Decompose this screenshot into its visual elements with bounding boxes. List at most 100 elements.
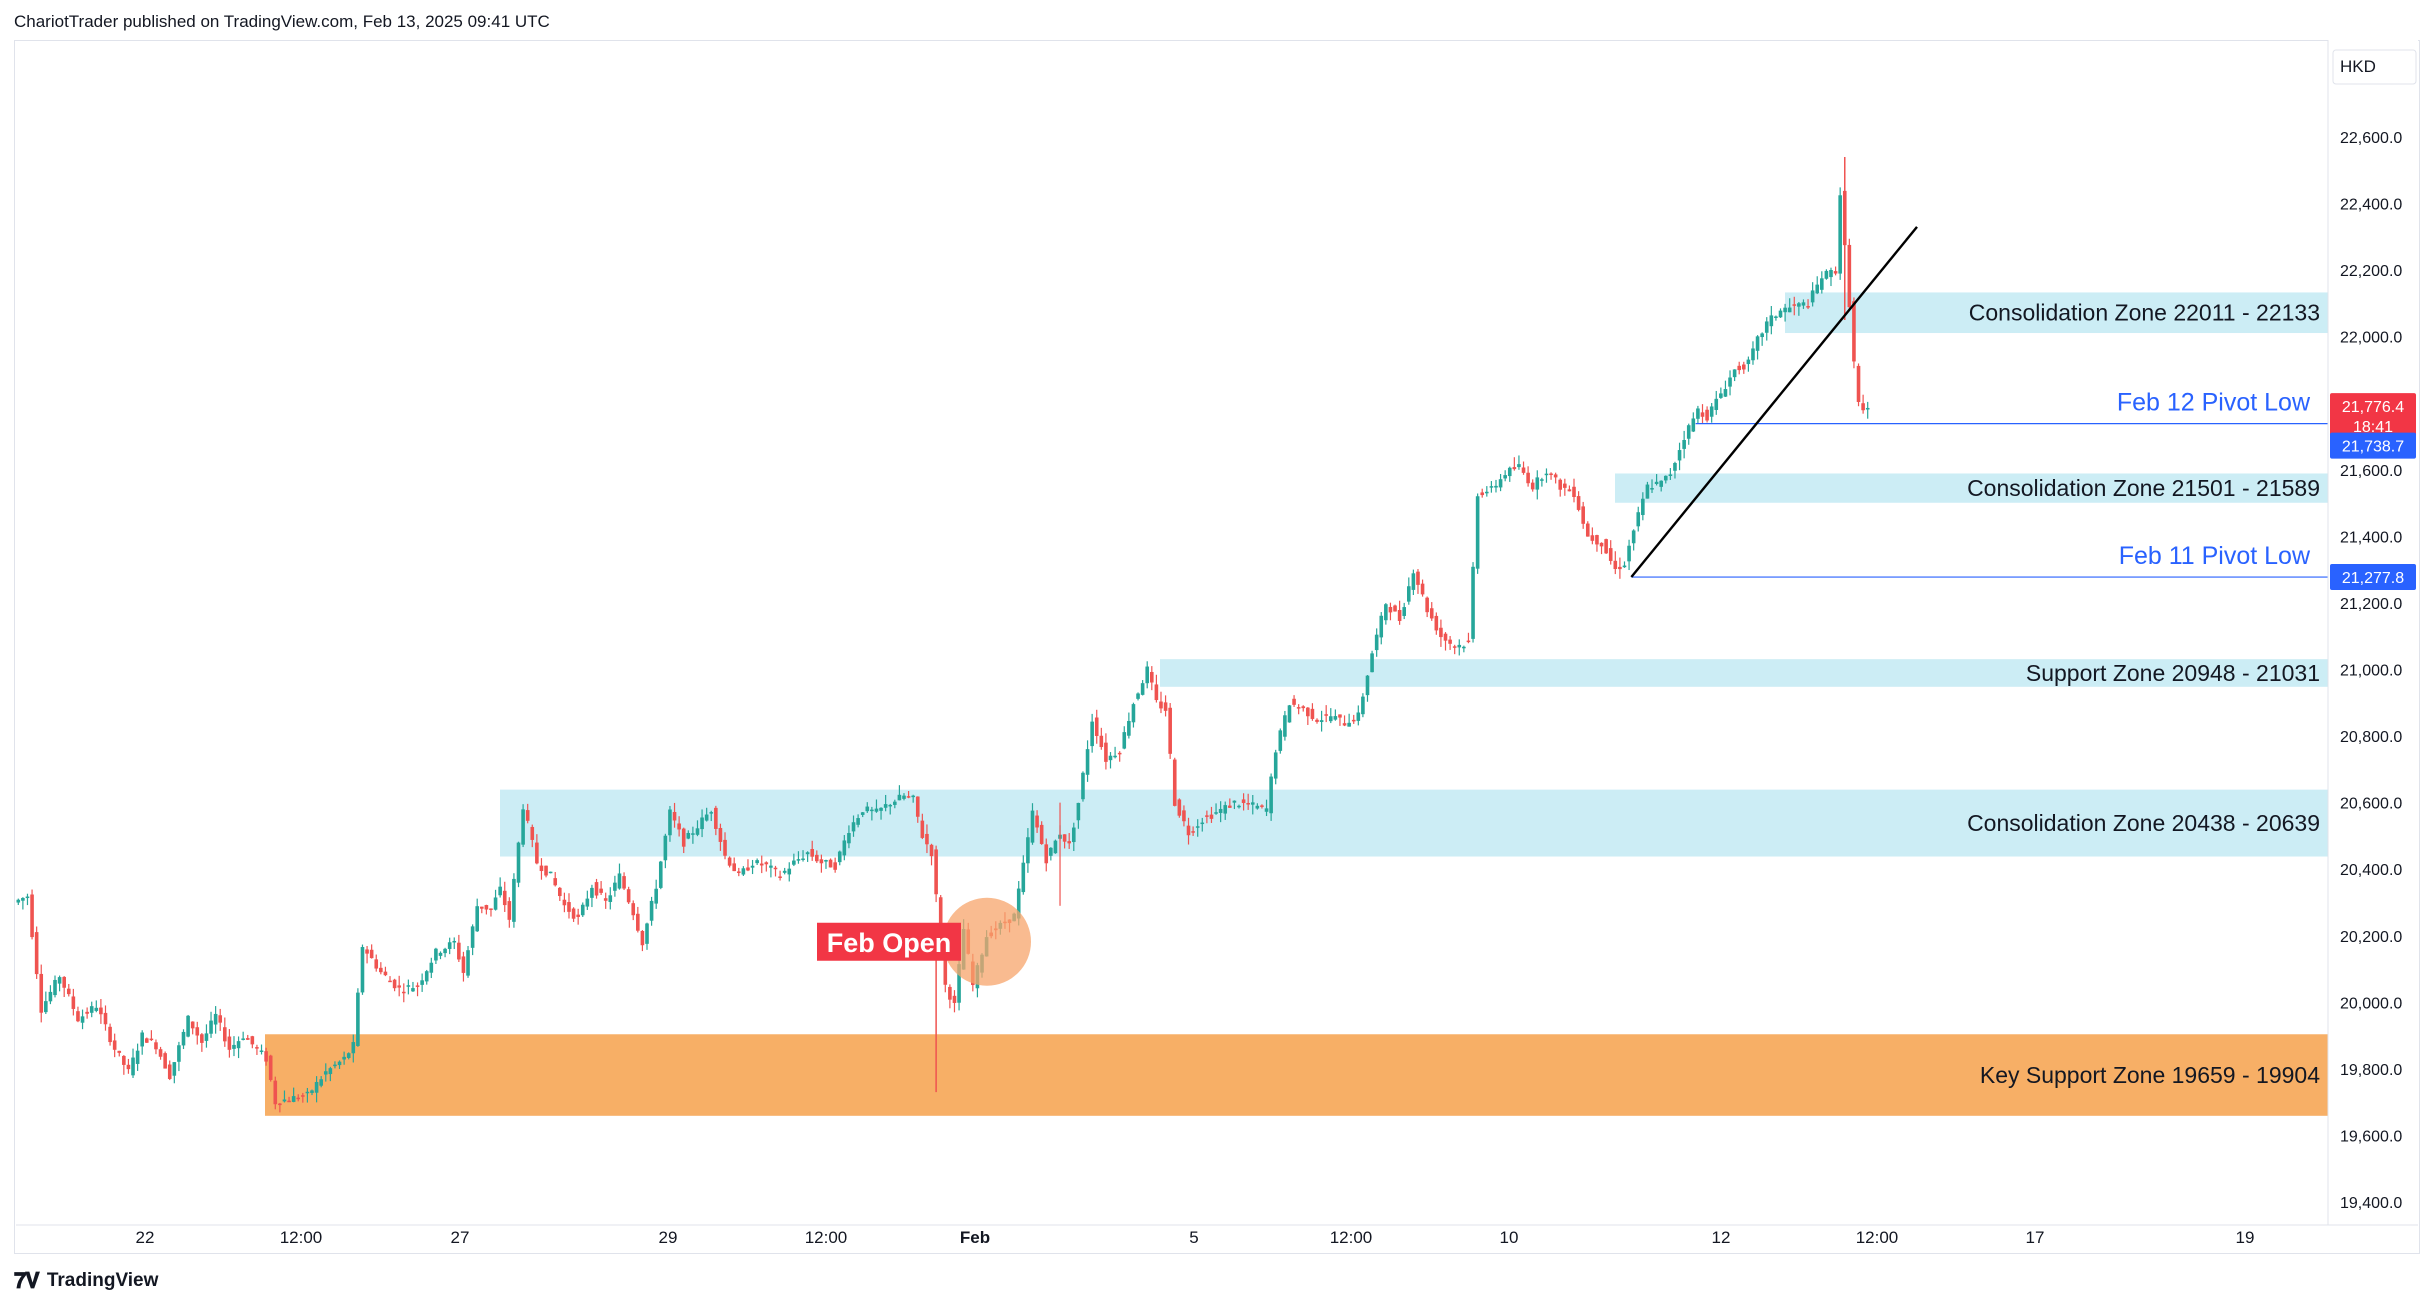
candle-body (1214, 812, 1218, 814)
candle-body (1457, 644, 1462, 648)
candle-body (736, 871, 741, 873)
candle-body (1228, 805, 1232, 808)
candle-body (1016, 888, 1021, 919)
x-tick-label: Feb (960, 1228, 990, 1247)
candle-body (1150, 671, 1154, 683)
candle-body (1117, 752, 1122, 755)
candle-body (897, 794, 902, 801)
x-tick-label: 29 (659, 1228, 678, 1247)
candle-body (1163, 702, 1168, 711)
candle-body (1760, 333, 1764, 338)
candle-body (952, 995, 957, 1003)
currency-button[interactable] (2332, 49, 2417, 85)
candle-body (1801, 302, 1806, 306)
candle-body (1599, 542, 1604, 547)
y-tick-label: 22,000.0 (2340, 330, 2402, 347)
candle-body (245, 1038, 250, 1040)
candle-body (1751, 348, 1755, 361)
candle-body (475, 906, 480, 932)
candle-body (1572, 486, 1576, 498)
candle-body (1223, 805, 1228, 814)
pivot-label-0: Feb 12 Pivot Low (2117, 389, 2311, 417)
candle-body (778, 876, 782, 878)
candle-body (1191, 831, 1195, 833)
candle-body (1310, 708, 1315, 719)
candle-body (1443, 633, 1448, 641)
candle-body (1255, 805, 1260, 809)
candle-body (1108, 755, 1113, 761)
candle-body (1122, 732, 1127, 749)
candle-body (1512, 467, 1517, 470)
candle-body (1053, 840, 1058, 854)
candle-body (1384, 604, 1388, 621)
candle-body (1806, 306, 1810, 308)
candle-body (658, 861, 663, 888)
candle-body (714, 807, 718, 829)
candle-body (241, 1038, 245, 1040)
candle-body (1755, 336, 1760, 351)
candle-body (938, 897, 943, 944)
candle-body (181, 1031, 186, 1046)
candle-body (1498, 479, 1503, 488)
candle-body (323, 1071, 328, 1075)
candle-body (1420, 583, 1425, 595)
candle-body (1205, 815, 1209, 817)
candle-body (360, 947, 365, 993)
candle-body (80, 1016, 85, 1023)
candle-body (525, 810, 530, 821)
candle-body (1260, 805, 1264, 807)
candle-body (1462, 646, 1466, 649)
candle-body (1246, 803, 1250, 805)
candle-body (392, 979, 397, 989)
candle-body (1140, 683, 1145, 695)
candle-body (1723, 389, 1728, 397)
candle-body (76, 1011, 80, 1022)
candle-body (1218, 808, 1223, 813)
candle-body (1820, 278, 1824, 290)
candle-body (782, 870, 787, 873)
x-tick-label: 12:00 (805, 1228, 848, 1247)
tradingview-brand[interactable]: 𝟕𝐕 TradingView (14, 1268, 158, 1294)
candle-body (507, 901, 512, 920)
candle-body (154, 1042, 158, 1050)
candle-body (264, 1051, 268, 1062)
candle-body (1067, 841, 1072, 844)
candle-body (1425, 597, 1429, 613)
candle-body (1094, 717, 1099, 736)
candle-body (273, 1080, 278, 1105)
candle-body (301, 1095, 305, 1097)
candle-body (1021, 862, 1026, 893)
candle-body (204, 1033, 209, 1041)
x-tick-label: 10 (1500, 1228, 1519, 1247)
candle-body (140, 1032, 145, 1047)
candle-body (580, 904, 585, 916)
x-tick-label: 22 (136, 1228, 155, 1247)
candle-body (356, 992, 360, 1046)
candle-body (1347, 722, 1351, 727)
candle-body (957, 964, 961, 1003)
candle-body (668, 809, 672, 836)
candle-body (1296, 707, 1301, 709)
candle-body (746, 867, 750, 871)
candle-body (512, 878, 516, 922)
candle-body (1517, 464, 1521, 468)
candle-body (700, 817, 704, 830)
candle-body (351, 1042, 356, 1054)
last-price-value: 21,776.4 (2342, 399, 2404, 416)
candle-body (1673, 462, 1677, 471)
chart-frame (14, 40, 2420, 1254)
candle-body (1319, 720, 1324, 722)
candle-body (379, 967, 383, 973)
candle-body (860, 812, 865, 815)
candle-body (333, 1064, 337, 1067)
candle-body (1608, 548, 1613, 561)
candle-body (1182, 810, 1186, 822)
candle-body (1351, 719, 1356, 722)
candle-body (1659, 480, 1663, 487)
candle-body (1195, 826, 1200, 828)
candle-body (750, 865, 755, 868)
candle-body (108, 1026, 112, 1043)
candle-body (397, 985, 401, 988)
candle-body (346, 1053, 351, 1058)
